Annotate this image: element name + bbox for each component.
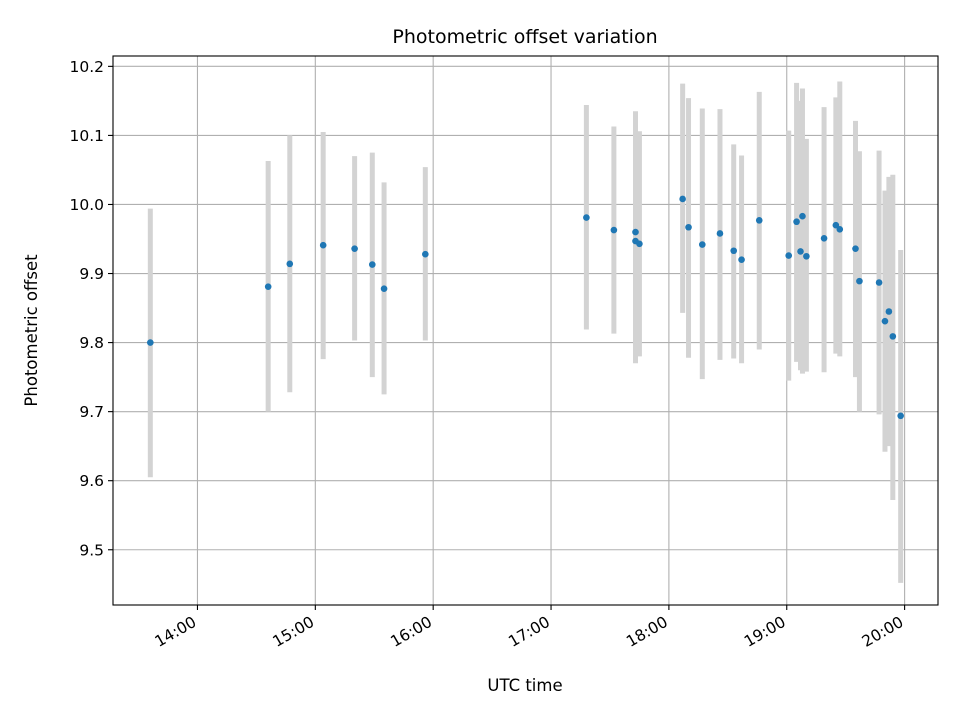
- data-point: [785, 252, 793, 259]
- data-point: [852, 245, 859, 252]
- data-point: [889, 333, 897, 340]
- data-point: [799, 212, 806, 220]
- y-tick-label: 9.8: [79, 334, 104, 352]
- data-point: [832, 221, 840, 229]
- data-point: [716, 230, 724, 237]
- y-tick-label: 9.7: [79, 403, 104, 421]
- plot-frame: [112, 55, 939, 606]
- data-point: [856, 277, 863, 285]
- data-point: [793, 218, 800, 226]
- data-point: [797, 248, 804, 255]
- data-point: [679, 195, 686, 203]
- data-point: [885, 308, 893, 315]
- data-point: [698, 241, 706, 248]
- data-point: [881, 317, 889, 325]
- data-point: [286, 260, 294, 268]
- data-point: [730, 247, 738, 255]
- data-point: [836, 226, 844, 233]
- y-tick-label: 10.2: [69, 58, 104, 76]
- data-point: [147, 339, 154, 346]
- data-point: [351, 245, 358, 252]
- y-axis-label: Photometric offset: [22, 254, 41, 407]
- data-point: [264, 283, 272, 290]
- data-points: [147, 195, 904, 420]
- y-tick-label: 9.9: [79, 265, 104, 283]
- data-point: [875, 279, 883, 286]
- y-tick-label: 9.6: [79, 472, 104, 490]
- data-point: [319, 241, 327, 249]
- x-axis-label: UTC time: [487, 676, 562, 695]
- data-point: [583, 214, 590, 221]
- data-point: [738, 256, 745, 264]
- data-point: [422, 250, 429, 258]
- data-point: [803, 252, 810, 260]
- data-point: [632, 228, 639, 236]
- data-point: [897, 412, 904, 420]
- y-tick-label: 10.0: [69, 196, 104, 214]
- data-point: [636, 240, 643, 248]
- y-tick-label: 10.1: [69, 127, 104, 145]
- data-point: [380, 285, 388, 293]
- data-point: [755, 217, 763, 224]
- data-point: [368, 261, 376, 268]
- data-point: [610, 226, 618, 234]
- y-tick-label: 9.5: [79, 541, 104, 559]
- chart-title: Photometric offset variation: [392, 26, 657, 48]
- data-point: [820, 235, 828, 242]
- data-point: [685, 223, 692, 231]
